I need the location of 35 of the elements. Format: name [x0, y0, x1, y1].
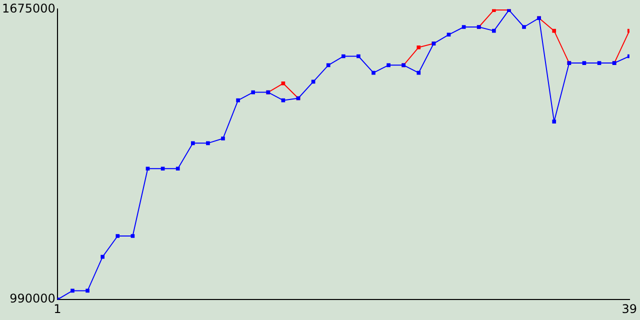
point: [130, 234, 135, 238]
point: [100, 254, 105, 259]
y-tick-label: 990000: [10, 292, 56, 306]
point: [356, 54, 360, 58]
point: [372, 70, 376, 75]
point: [462, 25, 466, 29]
point: [190, 141, 195, 146]
x-tick-label: 1: [54, 302, 62, 316]
point: [582, 61, 586, 65]
point: [281, 81, 286, 86]
point: [146, 166, 150, 171]
x-tick-label: 39: [622, 302, 638, 316]
point: [326, 63, 330, 68]
point: [206, 141, 210, 146]
point: [221, 136, 225, 140]
point: [281, 98, 286, 102]
point: [552, 28, 556, 33]
point: [386, 63, 390, 68]
point: [416, 45, 421, 50]
point: [86, 288, 90, 293]
point: [416, 70, 421, 75]
point: [341, 54, 346, 58]
point: [160, 166, 165, 171]
point: [70, 288, 74, 293]
point: [116, 234, 120, 238]
point: [492, 9, 496, 12]
point: [597, 61, 602, 65]
point: [236, 98, 240, 102]
y-tick-label: 1675000: [2, 1, 56, 16]
point: [251, 90, 256, 94]
point: [552, 120, 556, 124]
point: [492, 28, 496, 33]
point: [522, 25, 526, 29]
point: [176, 166, 180, 171]
point: [446, 32, 451, 37]
